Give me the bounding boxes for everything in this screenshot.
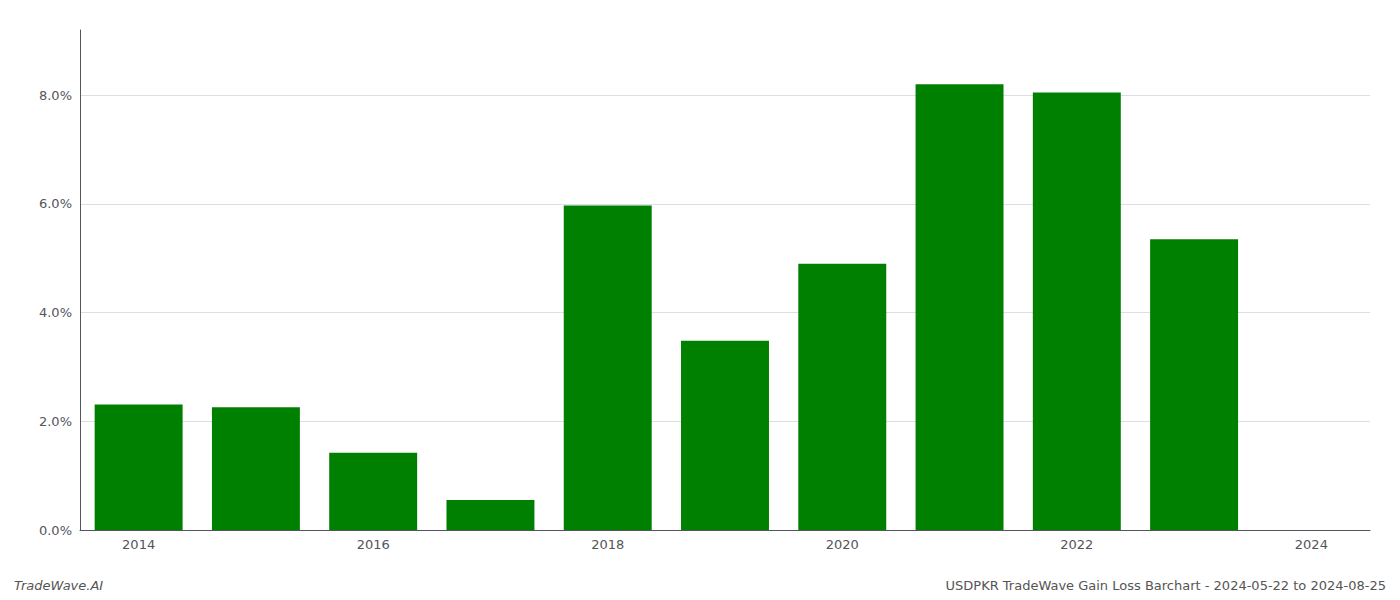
svg-text:2014: 2014 xyxy=(122,537,155,552)
svg-text:2022: 2022 xyxy=(1060,537,1093,552)
svg-text:2.0%: 2.0% xyxy=(39,414,72,429)
svg-text:4.0%: 4.0% xyxy=(39,305,72,320)
svg-text:6.0%: 6.0% xyxy=(39,196,72,211)
svg-text:8.0%: 8.0% xyxy=(39,88,72,103)
svg-text:2020: 2020 xyxy=(826,537,859,552)
svg-text:2018: 2018 xyxy=(591,537,624,552)
svg-text:2024: 2024 xyxy=(1295,537,1328,552)
svg-text:TradeWave.AI: TradeWave.AI xyxy=(14,578,103,593)
svg-text:2016: 2016 xyxy=(357,537,390,552)
svg-text:USDPKR TradeWave Gain Loss Bar: USDPKR TradeWave Gain Loss Barchart - 20… xyxy=(946,578,1387,593)
svg-text:0.0%: 0.0% xyxy=(39,523,72,538)
